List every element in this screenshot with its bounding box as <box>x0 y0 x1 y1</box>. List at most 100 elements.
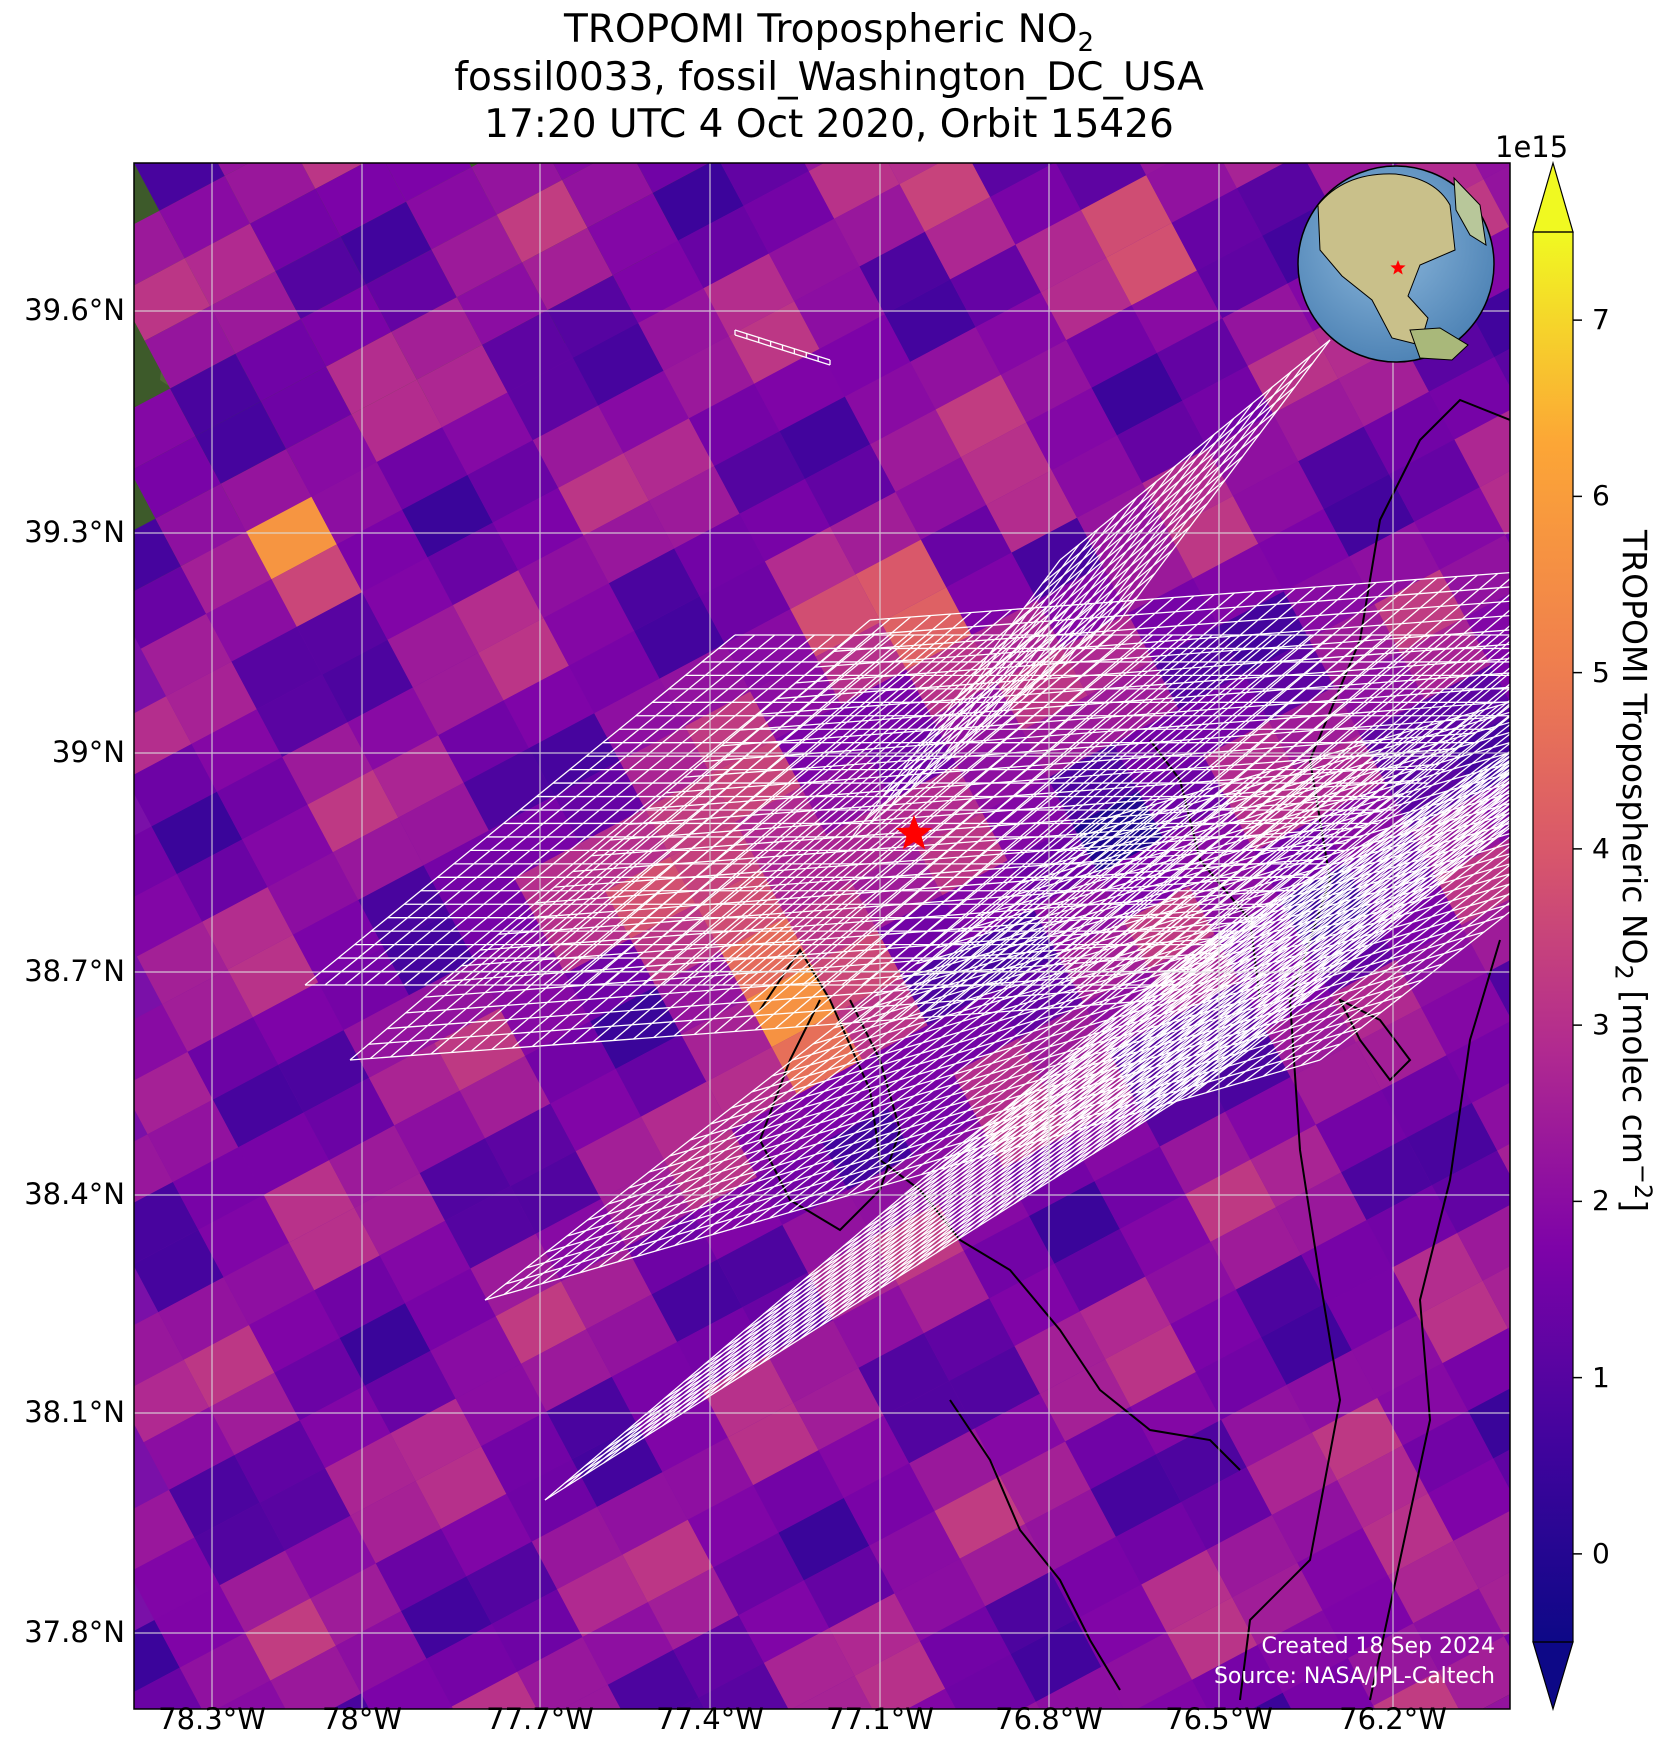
colorbar-label: TROPOMI Tropospheric NO2 [molec cm−2] <box>1609 530 1657 1212</box>
no2-pixel <box>256 674 348 757</box>
no2-pixel <box>1066 305 1157 388</box>
no2-pixel <box>855 539 947 623</box>
no2-pixel <box>1457 1204 1510 1281</box>
footprint-mesh <box>544 750 1510 1501</box>
mesh-line <box>888 528 1100 809</box>
no2-pixel <box>619 726 711 809</box>
no2-pixel <box>238 1112 329 1195</box>
no2-pixel <box>898 1250 990 1334</box>
no2-pixel <box>292 900 384 983</box>
no2-pixel <box>833 1285 924 1368</box>
no2-pixel <box>818 1415 910 1498</box>
no2-pixel <box>826 799 917 883</box>
no2-pixel <box>895 457 987 540</box>
no2-pixel <box>1406 1102 1498 1186</box>
mesh-line <box>598 786 1215 1268</box>
no2-pixel <box>841 669 932 753</box>
no2-pixel <box>495 1281 587 1364</box>
no2-pixel <box>518 535 609 618</box>
no2-pixel <box>1167 496 1259 579</box>
mesh-line <box>1148 826 1510 1110</box>
no2-pixel <box>1206 1515 1298 1598</box>
no2-pixel <box>136 921 228 1005</box>
no2-pixel <box>332 1693 370 1709</box>
title-subscript: 2 <box>1077 27 1095 58</box>
no2-pixel <box>931 682 1023 766</box>
no2-pixel <box>1145 1241 1236 1325</box>
mesh-line <box>1319 910 1510 1061</box>
no2-pixel <box>611 1342 703 1425</box>
no2-pixel <box>1115 1502 1207 1585</box>
no2-pixel <box>347 687 439 770</box>
no2-pixel <box>1482 1694 1510 1709</box>
no2-pixel <box>636 163 710 193</box>
no2-pixel <box>282 722 373 805</box>
no2-pixel <box>496 180 588 263</box>
lat-tick-label: 39°N <box>51 735 125 769</box>
target-star-marker[interactable] <box>895 815 933 850</box>
mesh-line <box>544 959 1181 1501</box>
mesh-line <box>714 592 1235 1034</box>
no2-pixel <box>754 348 845 432</box>
mesh-line <box>1111 802 1510 1143</box>
emission-footprint-grids <box>304 329 1510 1501</box>
no2-pixel <box>844 361 936 445</box>
no2-pixel <box>782 1190 874 1273</box>
mesh-line <box>818 786 1455 1328</box>
no2-pixel <box>412 652 504 736</box>
mesh-line <box>369 618 891 1059</box>
no2-pixel <box>362 557 453 640</box>
no2-pixel <box>942 860 1034 943</box>
lat-tick-label: 39.3°N <box>24 515 125 549</box>
no2-pixel <box>1490 654 1510 702</box>
no2-pixel <box>234 1420 326 1503</box>
mesh-line <box>926 496 1138 778</box>
no2-pixel <box>1389 439 1480 522</box>
no2-pixel <box>1091 353 1183 436</box>
no2-pixel <box>1569 1567 1658 1649</box>
mesh-line <box>759 823 1396 1365</box>
colorbar-label-end: ] <box>1615 1199 1654 1213</box>
no2-pixel <box>401 1576 492 1659</box>
mesh-line <box>701 860 1337 1402</box>
no2-pixel <box>1367 1705 1376 1709</box>
no2-pixel <box>1050 1536 1142 1620</box>
no2-pixel <box>1351 1315 1443 1398</box>
no2-pixel <box>1257 1610 1348 1693</box>
no2-pixel <box>134 1134 173 1203</box>
no2-pixel <box>249 1290 340 1373</box>
no2-pixel <box>792 1675 873 1709</box>
no2-pixel <box>451 1671 537 1709</box>
colorbar-tick-label: 7 <box>1592 303 1610 337</box>
mesh-line <box>774 588 1296 1029</box>
mesh-line <box>907 512 1119 794</box>
globe-target-star <box>1390 260 1406 275</box>
no2-pixel <box>474 925 565 1009</box>
no2-pixel <box>134 1229 224 1313</box>
colorbar-tick-label: 2 <box>1592 1184 1610 1218</box>
no2-pixel <box>1105 1324 1196 1407</box>
no2-pixel <box>1199 1029 1291 1112</box>
no2-pixel <box>652 163 744 241</box>
no2-pixel <box>999 1441 1091 1524</box>
mesh-line <box>484 819 1101 1301</box>
created-credit: Created 18 Sep 2024 <box>1261 1634 1496 1659</box>
colorbar-tick-label: 5 <box>1592 655 1610 689</box>
no2-pixel <box>884 279 976 362</box>
no2-pixel <box>1119 1194 1211 1277</box>
no2-pixel <box>1011 517 1103 601</box>
no2-pixel <box>375 1528 467 1612</box>
no2-pixel <box>285 1515 376 1599</box>
no2-pixel <box>924 197 1016 280</box>
mesh-line <box>1300 901 1510 1066</box>
mesh-line <box>344 634 776 986</box>
no2-pixel <box>1391 1233 1483 1316</box>
no2-pixel <box>859 231 951 315</box>
no2-pixel <box>170 353 261 437</box>
no2-pixel <box>743 171 835 254</box>
no2-pixel <box>351 379 443 462</box>
no2-pixel <box>575 1116 667 1199</box>
no2-pixel <box>482 310 573 393</box>
lon-tick-label: 76.8°W <box>995 1702 1103 1736</box>
